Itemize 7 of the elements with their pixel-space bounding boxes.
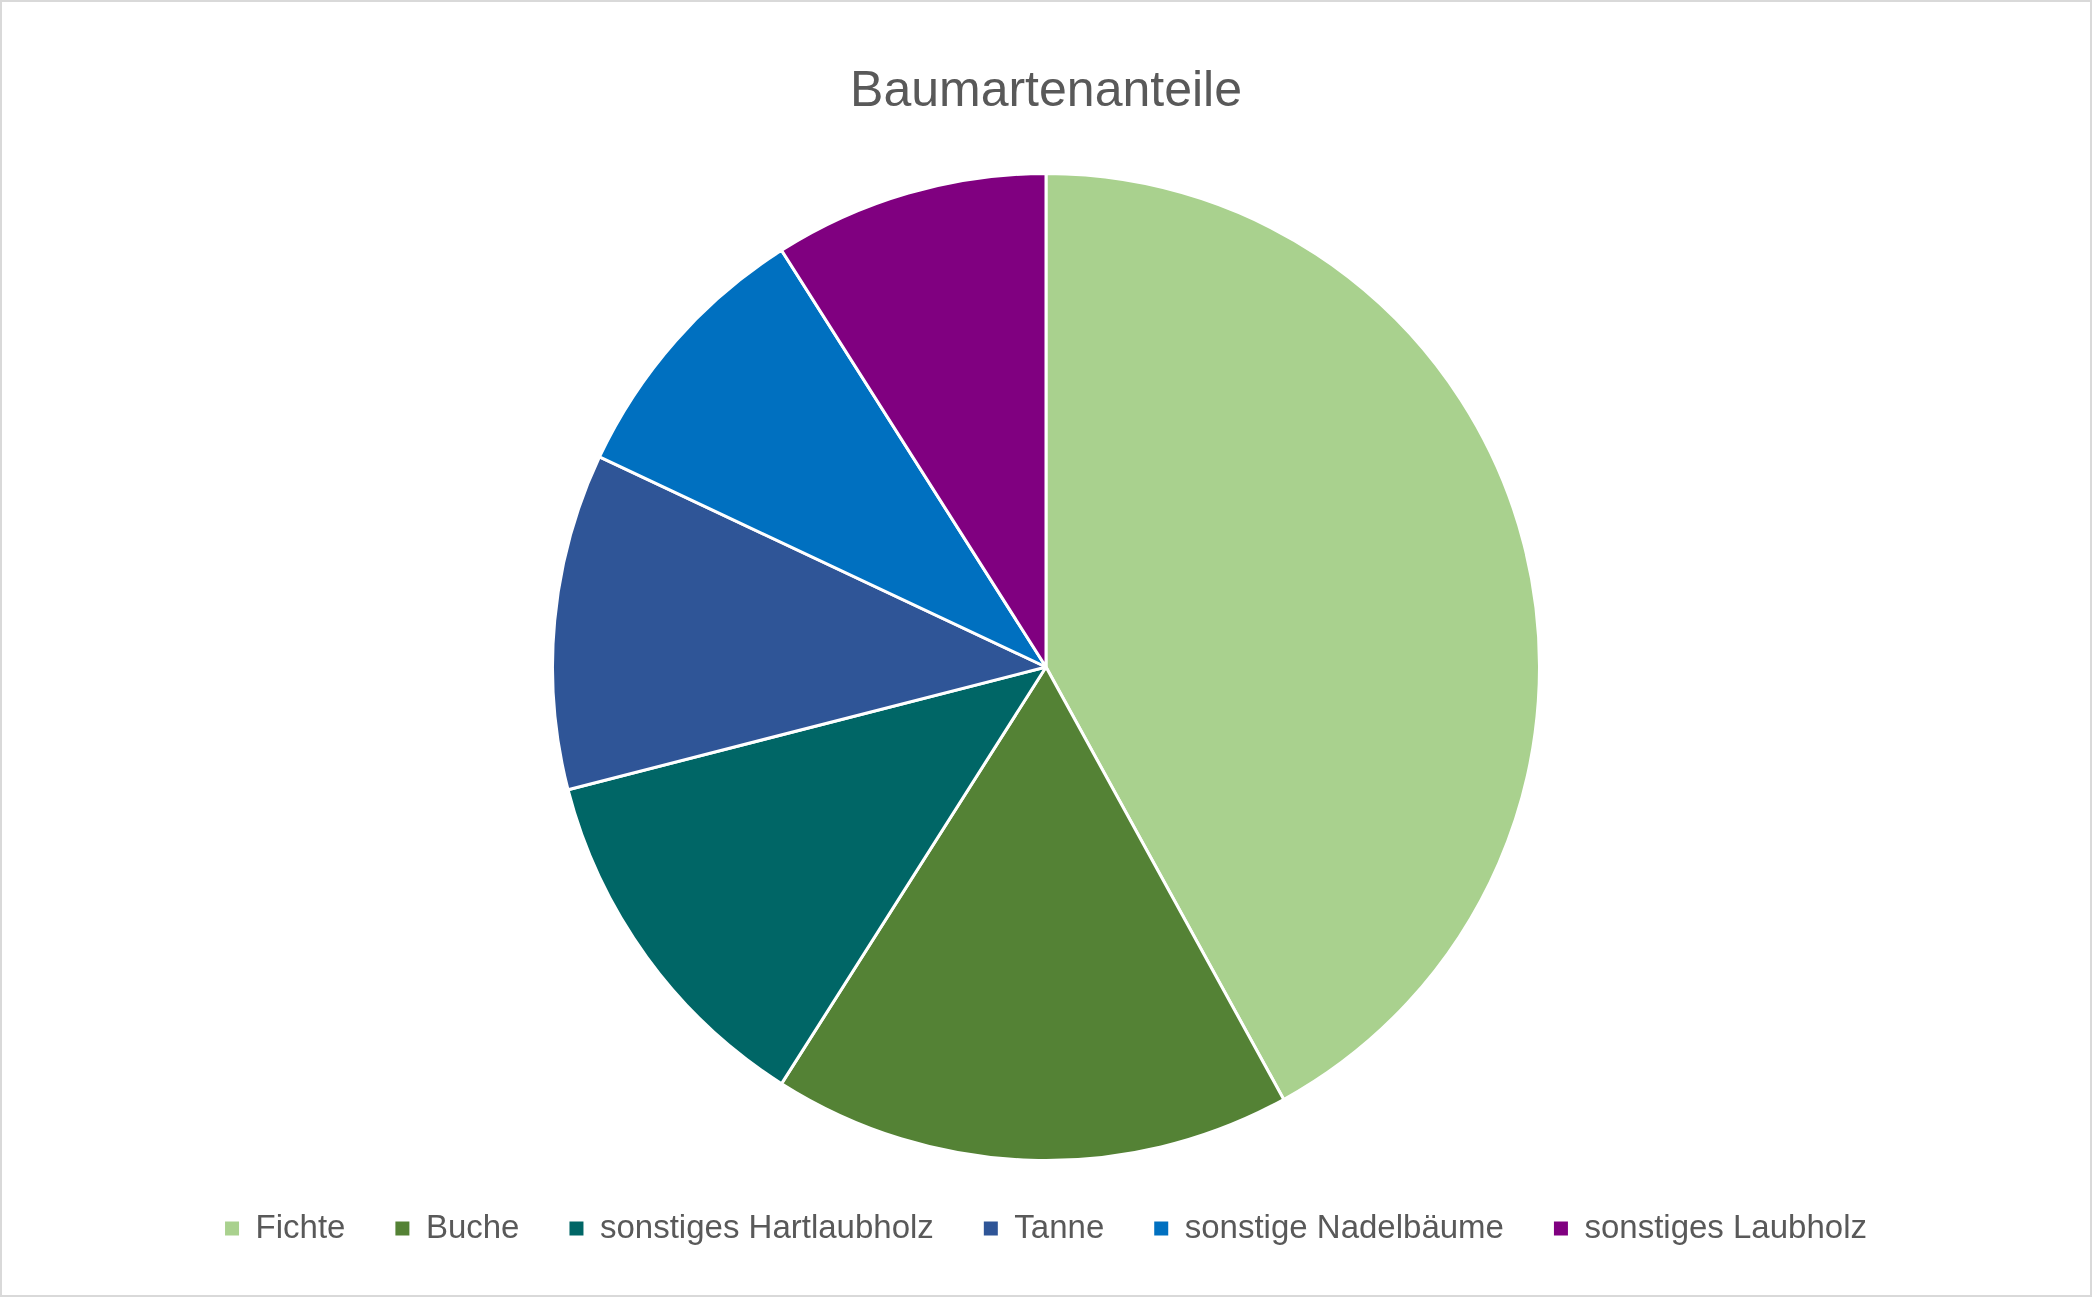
legend-label: sonstiges Hartlaubholz xyxy=(599,1207,934,1245)
legend-label: sonstiges Laubholz xyxy=(1584,1207,1867,1245)
legend-label: Buche xyxy=(425,1207,520,1245)
chart-title: Baumartenanteile xyxy=(850,60,1242,117)
legend-label: sonstige Nadelbäume xyxy=(1184,1207,1504,1245)
legend-label: Tanne xyxy=(1014,1207,1105,1245)
legend-label: Fichte xyxy=(255,1207,346,1245)
